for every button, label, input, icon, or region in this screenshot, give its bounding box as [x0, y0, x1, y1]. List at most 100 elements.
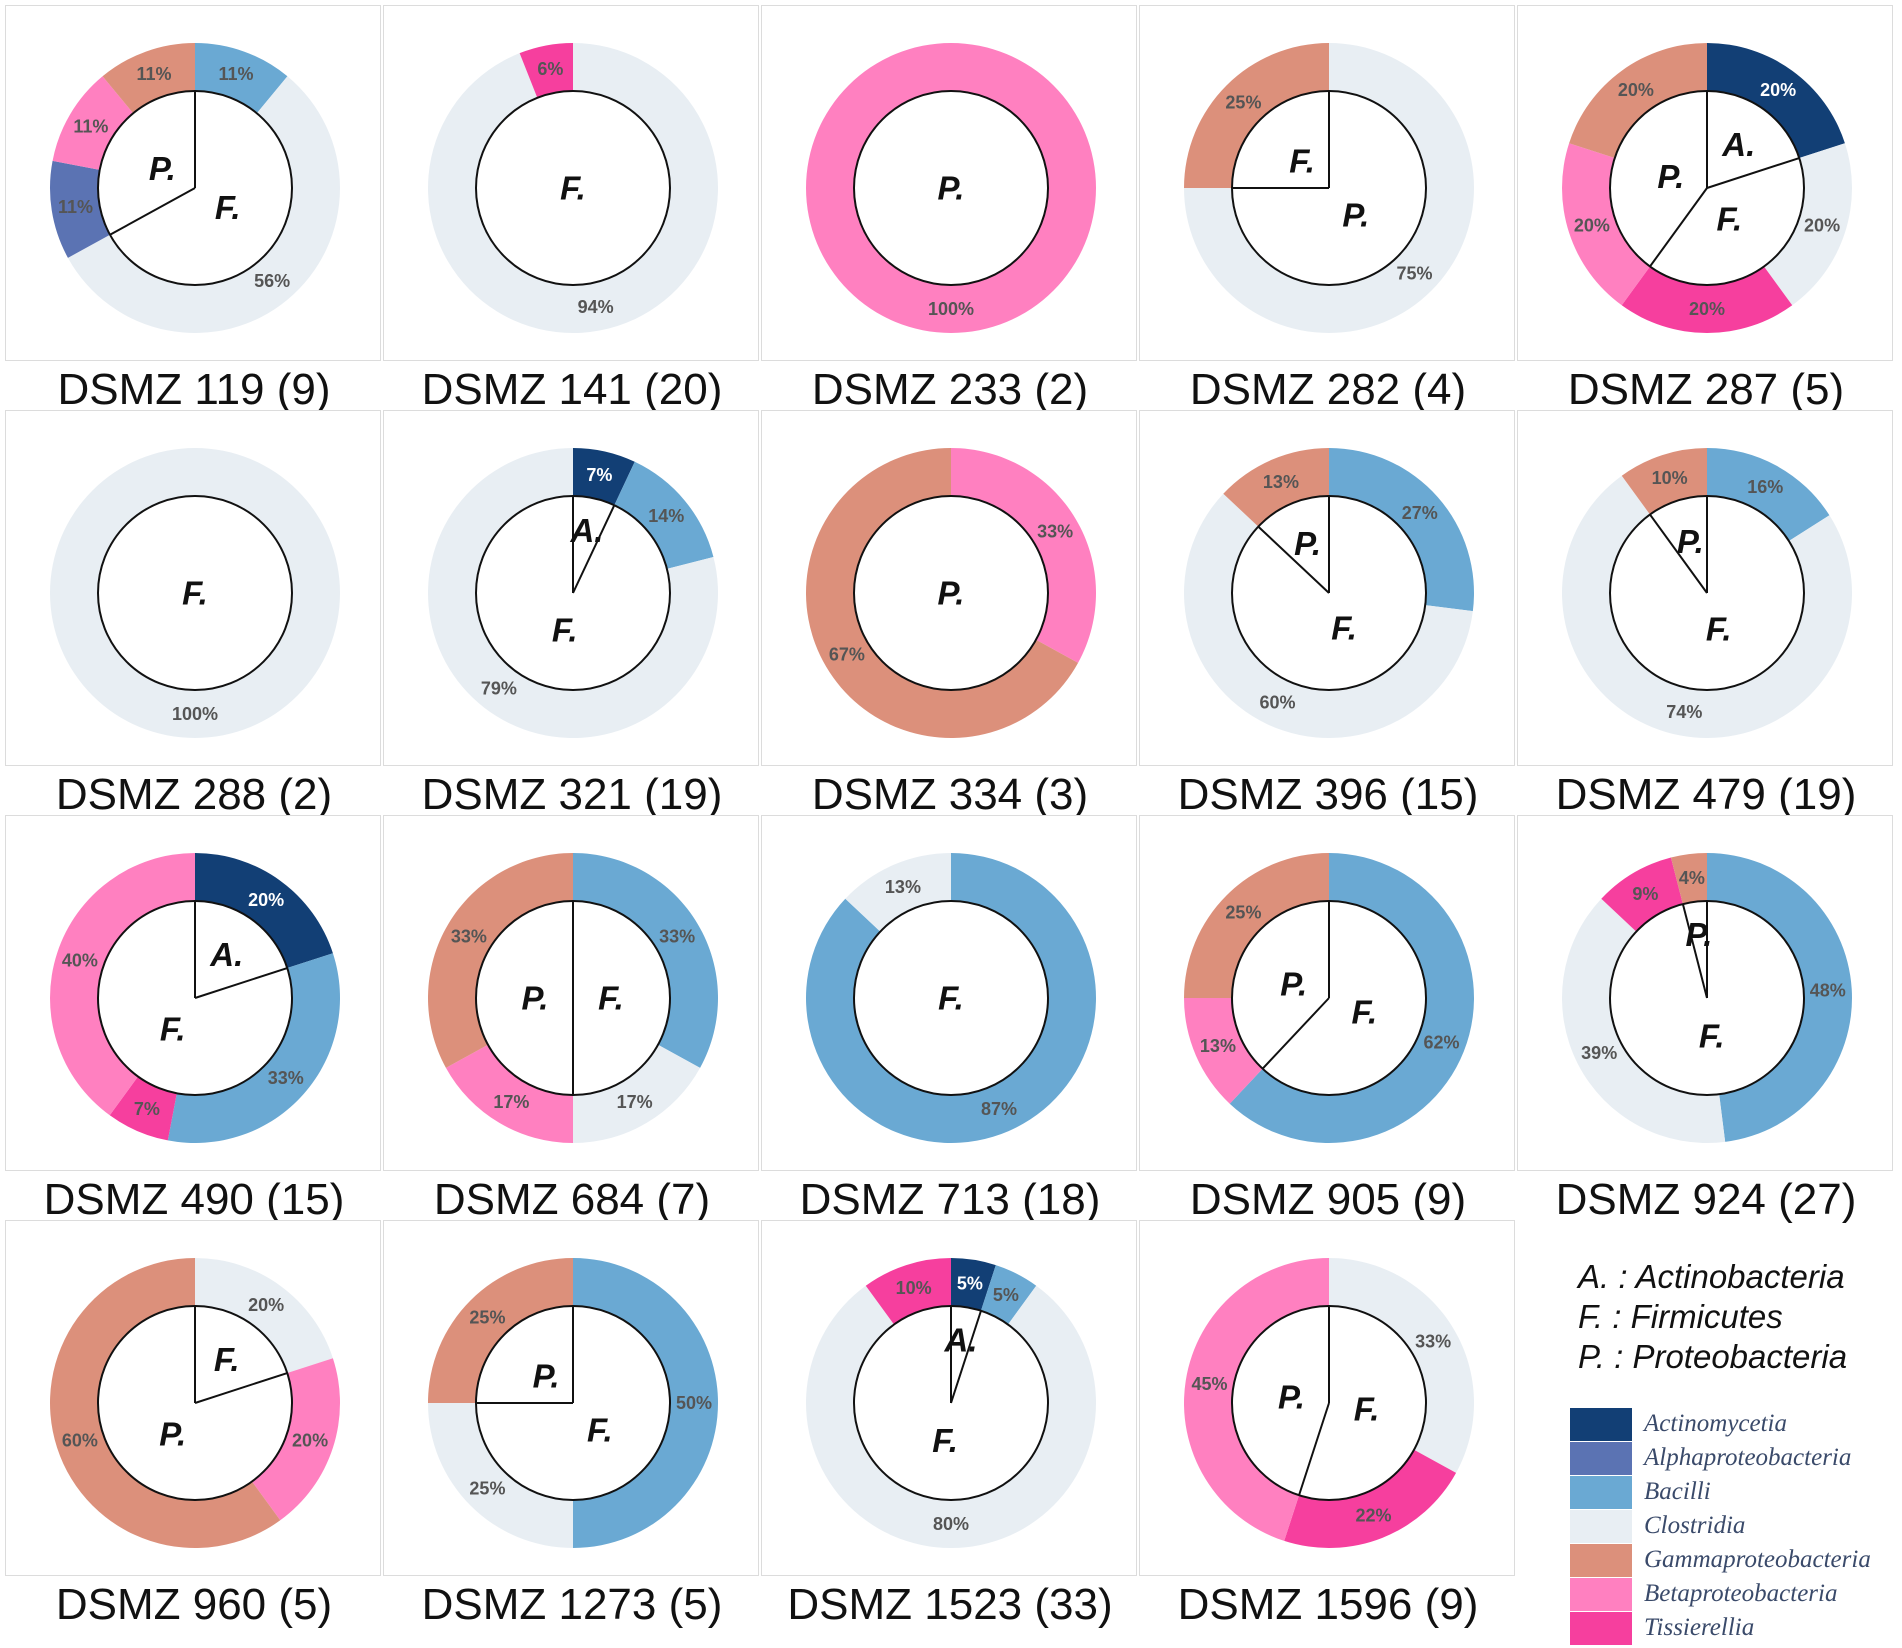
inner-label-f: F.: [1331, 609, 1357, 646]
outer-label-clostridia: 60%: [1259, 692, 1295, 712]
outer-label-clostridia: 20%: [248, 1295, 284, 1315]
legend-label: Gammaproteobacteria: [1644, 1546, 1871, 1573]
donut-chart: F. P. 62% 13% 25%: [1184, 853, 1474, 1143]
chart-title: DSMZ 713 (18): [799, 1175, 1101, 1224]
outer-slice-alphaproteobacteria: [50, 160, 110, 258]
chart-title: DSMZ 334 (3): [811, 770, 1089, 819]
outer-slice-tissierellia: [1284, 1449, 1457, 1548]
chart-panel-dsmz-905-9: F. P. 62% 13% 25% DSMZ 905 (9): [1139, 815, 1517, 1224]
chart-panel-dsmz-321-19: A. F. 7% 14% 79% DSMZ 321 (19): [383, 410, 761, 819]
outer-slice-bacilli: [614, 461, 714, 569]
outer-slice-actinomycetia: [573, 448, 635, 506]
inner-label-f: F.: [932, 1422, 958, 1459]
outer-label-betaproteobacteria: 17%: [493, 1092, 529, 1112]
outer-slice-gammaproteobacteria: [1670, 853, 1707, 905]
chart-title: DSMZ 479 (19): [1555, 770, 1857, 819]
inner-label-f: F.: [1706, 611, 1732, 648]
legend-label: Alphaproteobacteria: [1644, 1444, 1852, 1471]
chart-title: DSMZ 1273 (5): [421, 1580, 723, 1629]
legend-swatch: [1570, 1408, 1632, 1441]
inner-divider: [950, 1310, 982, 1404]
inner-label-p: P.: [149, 150, 176, 187]
outer-label-clostridia: 13%: [885, 877, 921, 897]
outer-slice-clostridia: [1184, 43, 1474, 333]
inner-divider: [1649, 513, 1708, 594]
chart-panel-dsmz-713-18: F. 87% 13% DSMZ 713 (18): [761, 815, 1139, 1224]
legend-swatch: [1570, 1442, 1632, 1475]
inner-label-f: F.: [1351, 994, 1377, 1031]
donut-chart: P. 100%: [806, 43, 1096, 333]
outer-label-bacilli: 50%: [676, 1393, 712, 1413]
outer-slice-gammaproteobacteria: [428, 1258, 573, 1403]
inner-label-f: F.: [560, 170, 586, 207]
legend-item-clostridia: Clostridia: [1570, 1510, 1900, 1544]
donut-chart: A. F. P. 20% 20% 20% 20% 20%: [1562, 43, 1852, 333]
inner-label-f: F.: [598, 980, 624, 1017]
donut-chart: F. P. 50% 25% 25%: [428, 1258, 718, 1548]
outer-slice-tissierellia: [1601, 857, 1683, 932]
outer-slice-gammaproteobacteria: [1223, 448, 1329, 527]
inner-label-p: P.: [1280, 966, 1307, 1003]
inner-label-p: P.: [1686, 916, 1713, 953]
inner-label-f: F.: [1716, 200, 1742, 237]
inner-label-f: F.: [1289, 143, 1315, 180]
outer-slice-betaproteobacteria: [445, 1044, 573, 1143]
legend-swatch: [1570, 1578, 1632, 1611]
outer-slice-gammaproteobacteria: [806, 448, 1079, 738]
inner-label-p: P.: [1657, 158, 1684, 195]
inner-label-p: P.: [533, 1358, 560, 1395]
chart-panel-dsmz-287-5: A. F. P. 20% 20% 20% 20% 20% DSMZ 287 (5): [1517, 5, 1895, 414]
legend-phylum-actinobacteria: A. : Actinobacteria: [1578, 1258, 1845, 1296]
outer-label-bacilli: 11%: [218, 64, 253, 84]
chart-title: DSMZ 1523 (33): [787, 1580, 1113, 1629]
outer-slice-clostridia: [427, 448, 718, 738]
outer-label-clostridia: 39%: [1581, 1043, 1617, 1063]
chart-panel-dsmz-684-7: F. P. 33% 17% 17% 33% DSMZ 684 (7): [383, 815, 761, 1224]
legend-swatch: [1570, 1612, 1632, 1645]
chart-title: DSMZ 141 (20): [421, 365, 723, 414]
outer-label-clostridia: 74%: [1666, 702, 1702, 722]
chart-panel-dsmz-479-19: F. P. 16% 74% 10% DSMZ 479 (19): [1517, 410, 1895, 819]
chart-panel-dsmz-396-15: F. P. 27% 60% 13% DSMZ 396 (15): [1139, 410, 1517, 819]
outer-slice-clostridia: [1562, 898, 1726, 1143]
outer-slice-clostridia: [428, 1403, 573, 1548]
inner-divider: [1649, 187, 1708, 268]
outer-slice-actinomycetia: [195, 853, 333, 969]
outer-label-bacilli: 5%: [993, 1285, 1019, 1305]
legend-phylum-abbr: F.: [1578, 1298, 1604, 1335]
outer-label-clostridia: 80%: [933, 1514, 969, 1534]
inner-pie: [853, 90, 1049, 286]
chart-title: DSMZ 233 (2): [811, 365, 1089, 414]
inner-label-f: F.: [214, 1341, 240, 1378]
outer-label-bacilli: 16%: [1747, 477, 1783, 497]
outer-slice-bacilli: [1707, 853, 1852, 1142]
outer-label-gammaproteobacteria: 10%: [1652, 468, 1688, 488]
chart-panel-dsmz-141-20: F. 94% 6% DSMZ 141 (20): [383, 5, 761, 414]
inner-label-a: A.: [569, 512, 603, 549]
outer-slice-bacilli: [980, 1265, 1037, 1325]
outer-slice-clostridia: [573, 1044, 701, 1143]
outer-slice-betaproteobacteria: [951, 448, 1096, 663]
inner-label-p: P.: [938, 170, 965, 207]
legend-label: Clostridia: [1644, 1512, 1746, 1539]
outer-label-bacilli: 33%: [659, 926, 695, 946]
outer-slice-bacilli: [1707, 448, 1830, 542]
outer-slice-clostridia: [1329, 1258, 1474, 1473]
outer-label-bacilli: 27%: [1402, 503, 1438, 523]
donut-chart: F. 87% 13%: [805, 853, 1096, 1143]
donut-chart: P. F. 75% 25%: [1184, 43, 1474, 333]
donut-chart: F. P. 33% 22% 45%: [1184, 1258, 1474, 1548]
chart-title: DSMZ 490 (15): [43, 1175, 345, 1224]
inner-label-f: F.: [1699, 1017, 1725, 1054]
outer-label-tissierellia: 22%: [1356, 1506, 1392, 1526]
outer-slice-clostridia: [1562, 475, 1852, 738]
legend-item-alphaproteobacteria: Alphaproteobacteria: [1570, 1442, 1900, 1476]
chart-panel-dsmz-334-3: P. 33% 67% DSMZ 334 (3): [761, 410, 1139, 819]
inner-divider: [194, 967, 288, 999]
outer-label-gammaproteobacteria: 20%: [1618, 80, 1654, 100]
outer-slice-bacilli: [195, 43, 288, 114]
inner-pie: [853, 900, 1049, 1096]
inner-divider: [109, 187, 196, 236]
outer-label-clostridia: 79%: [481, 679, 517, 699]
